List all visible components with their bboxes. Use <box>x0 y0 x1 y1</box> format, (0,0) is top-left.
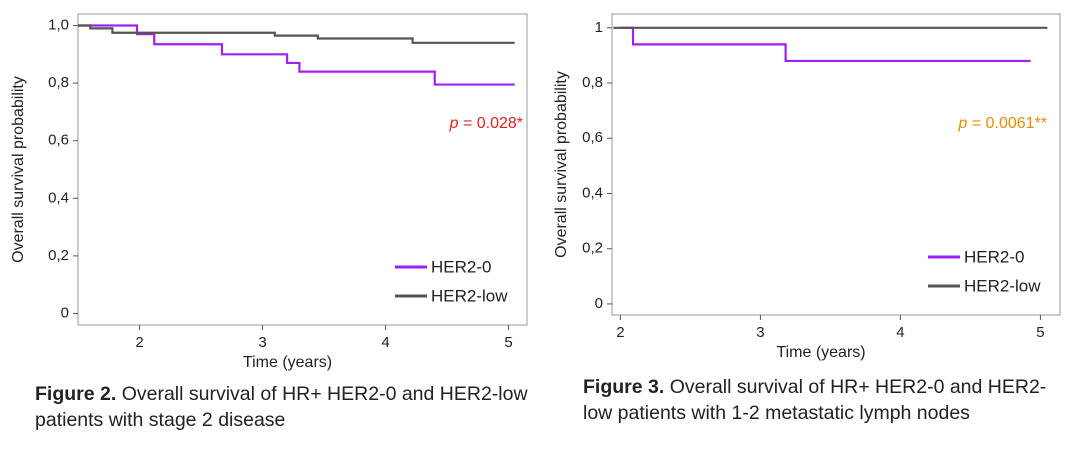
figure-label: Figure 2. <box>35 383 117 405</box>
y-tick-label: 1 <box>595 19 603 36</box>
figure-label: Figure 3. <box>583 376 665 398</box>
x-tick-label: 2 <box>616 324 624 341</box>
annotation: p = 0.0061** <box>957 115 1047 132</box>
x-axis-label: Time (years) <box>776 344 865 361</box>
x-tick-label: 5 <box>504 334 512 351</box>
y-tick-label: 0,8 <box>48 74 69 91</box>
annotation: p = 0.028* <box>449 115 523 132</box>
caption-text: Overall survival of HR+ HER2-0 and HER2-… <box>583 376 1047 424</box>
plot-frame <box>77 13 528 326</box>
y-tick-label: 0,4 <box>582 184 603 201</box>
y-tick-label: 0 <box>595 295 603 312</box>
annotation-text: = 0.028* <box>463 115 523 132</box>
x-tick-label: 2 <box>135 334 143 351</box>
survival-curve <box>78 24 515 86</box>
annotation-text: = 0.0061** <box>972 115 1047 132</box>
x-axis-label: Time (years) <box>243 354 332 371</box>
x-tick-label: 4 <box>381 334 389 351</box>
survival-curve <box>620 26 1031 63</box>
y-tick-label: 0,8 <box>582 74 603 91</box>
y-tick-label: 1,0 <box>48 16 69 33</box>
y-tick-label: 0,4 <box>48 189 69 206</box>
y-tick-label: 0 <box>61 304 69 321</box>
legend-label: HER2-low <box>431 286 508 305</box>
x-tick-label: 5 <box>1036 324 1044 341</box>
annotation-symbol: p <box>449 115 459 132</box>
plot-frame <box>611 13 1061 316</box>
y-tick-label: 0,6 <box>48 132 69 149</box>
survival-curve <box>78 24 515 44</box>
y-axis-label: Overall survival probability <box>10 76 27 263</box>
x-tick-label: 3 <box>258 334 266 351</box>
y-axis-label: Overall survival probability <box>553 71 570 258</box>
legend-label: HER2-0 <box>431 257 491 276</box>
y-tick-label: 0,2 <box>582 240 603 257</box>
legend-label: HER2-low <box>964 276 1041 295</box>
caption-2: Figure 2. Overall survival of HR+ HER2-0… <box>35 381 540 433</box>
x-tick-label: 3 <box>756 324 764 341</box>
caption-3: Figure 3. Overall survival of HR+ HER2-0… <box>583 374 1053 426</box>
caption-text: Overall survival of HR+ HER2-0 and HER2-… <box>35 383 528 431</box>
y-tick-label: 0,6 <box>582 129 603 146</box>
annotation-symbol: p <box>957 115 967 132</box>
legend-label: HER2-0 <box>964 247 1024 266</box>
x-tick-label: 4 <box>896 324 904 341</box>
y-tick-label: 0,2 <box>48 247 69 264</box>
